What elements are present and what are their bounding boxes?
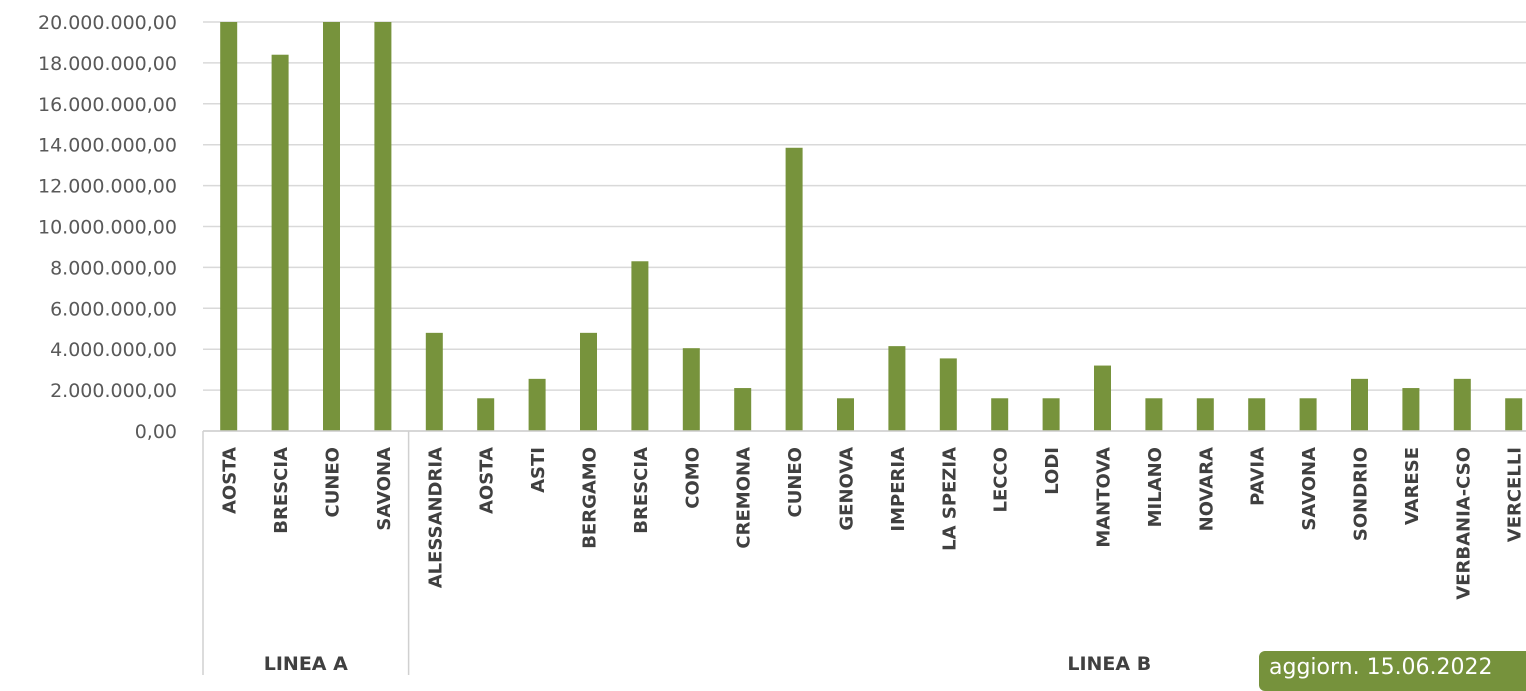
x-category-label: AOSTA [220, 447, 241, 514]
x-category-label: ALESSANDRIA [425, 447, 446, 588]
y-axis-tick-labels: 0,00 2.000.000,00 4.000.000,00 6.000.000,00… [38, 12, 177, 443]
bar [888, 346, 906, 431]
bar [837, 398, 854, 431]
x-category-label: COMO [682, 447, 703, 509]
bar [1094, 365, 1111, 431]
x-category-label: GENOVA [837, 447, 858, 531]
x-category-label: ASTI [528, 447, 549, 493]
x-category-label: VERBANIA-CSO [1453, 447, 1474, 600]
y-tick-label: 18.000.000,00 [38, 53, 177, 75]
x-group-label: LINEA B [1067, 653, 1151, 675]
x-category-label: LECCO [991, 447, 1012, 513]
x-category-label: VARESE [1402, 447, 1423, 525]
bar [734, 388, 752, 431]
x-category-label: MANTOVA [1094, 447, 1115, 548]
bar [991, 398, 1009, 431]
gridlines [203, 21, 1526, 432]
bar [1145, 398, 1163, 431]
bar [477, 398, 495, 431]
y-tick-label: 20.000.000,00 [38, 12, 177, 34]
bar [939, 358, 957, 431]
x-axis [202, 430, 1526, 675]
bar [1351, 378, 1368, 431]
bar [1248, 398, 1266, 431]
y-tick-label: 0,00 [135, 421, 177, 443]
bar [323, 22, 340, 431]
bar [785, 147, 803, 431]
bar [1453, 378, 1471, 431]
x-category-label: AOSTA [477, 447, 498, 514]
y-tick-label: 6.000.000,00 [50, 298, 177, 320]
y-tick-label: 4.000.000,00 [50, 339, 177, 361]
x-group-label: LINEA A [264, 653, 348, 675]
x-category-label: CUNEO [785, 447, 806, 518]
x-category-label: SAVONA [374, 447, 395, 531]
bar [1402, 388, 1420, 431]
bar [425, 332, 443, 431]
x-category-label: NOVARA [1196, 447, 1217, 531]
bar [1299, 398, 1317, 431]
x-axis-group-labels: LINEA A LINEA B [264, 653, 1151, 675]
x-category-label: BRESCIA [631, 447, 652, 534]
y-tick-label: 2.000.000,00 [50, 380, 177, 402]
y-tick-label: 16.000.000,00 [38, 94, 177, 116]
update-date-badge: aggiorn. 15.06.2022 [1259, 651, 1526, 691]
y-tick-label: 12.000.000,00 [38, 176, 177, 198]
x-category-label: BERGAMO [580, 447, 601, 549]
bar [374, 22, 392, 431]
bar [271, 54, 289, 431]
x-category-label: LODI [1042, 447, 1063, 495]
x-category-label: MILANO [1145, 447, 1166, 527]
x-category-label: SONDRIO [1351, 447, 1372, 541]
bars [220, 22, 1523, 431]
bar [220, 22, 238, 431]
bar [682, 348, 700, 431]
bar [631, 261, 649, 431]
x-category-label: IMPERIA [888, 447, 909, 532]
y-tick-label: 10.000.000,00 [38, 217, 177, 239]
bar [1505, 398, 1523, 431]
x-category-label: PAVIA [1248, 447, 1269, 506]
bar [580, 332, 597, 431]
bar [1196, 398, 1214, 431]
bar [1042, 398, 1060, 431]
x-category-label: LA SPEZIA [939, 447, 960, 551]
x-category-label: VERCELLI [1505, 447, 1526, 542]
bar-chart: 0,00 2.000.000,00 4.000.000,00 6.000.000,00… [38, 12, 1526, 675]
x-axis-category-labels: AOSTA BRESCIA CUNEO SAVONA ALESSANDRIA AOSTA A… [220, 447, 1526, 600]
x-category-label: SAVONA [1299, 447, 1320, 531]
y-tick-label: 14.000.000,00 [38, 135, 177, 157]
x-category-label: CREMONA [734, 447, 755, 549]
y-tick-label: 8.000.000,00 [50, 257, 177, 279]
x-category-label: BRESCIA [271, 447, 292, 534]
bar [528, 378, 546, 431]
x-category-label: CUNEO [323, 447, 344, 518]
